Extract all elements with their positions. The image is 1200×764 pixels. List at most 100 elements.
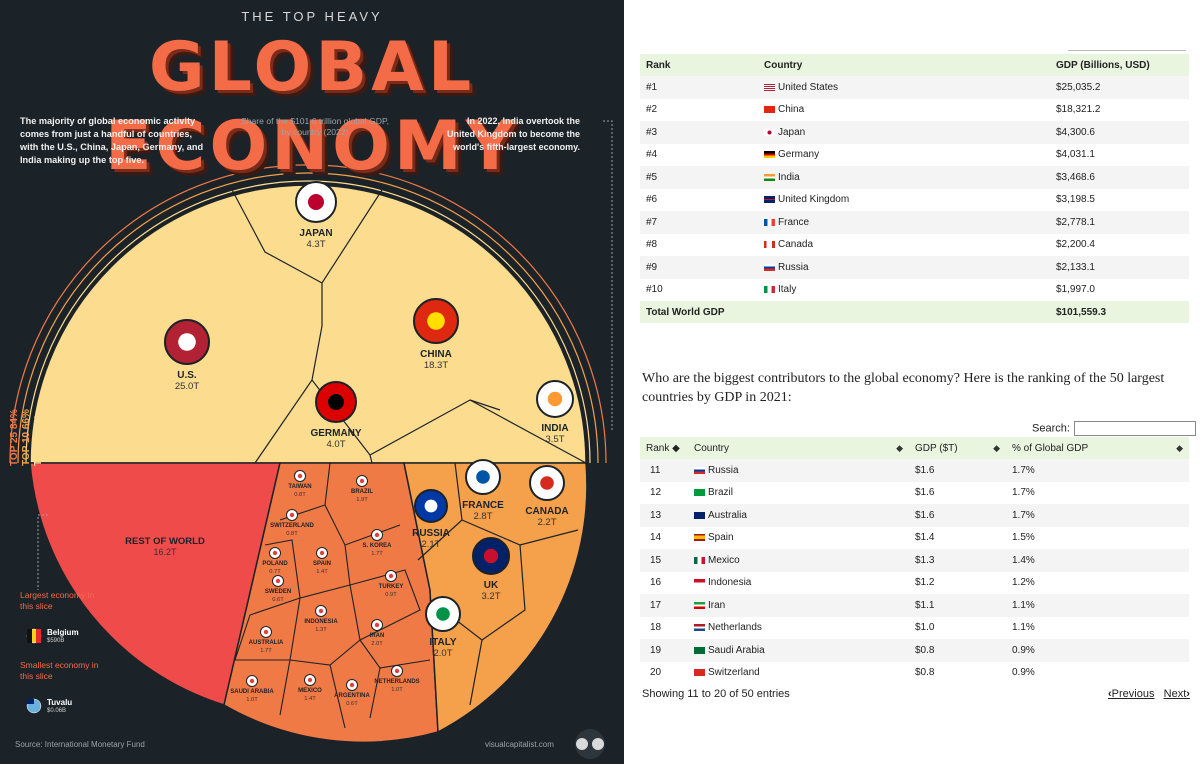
tier-label-top5: TOP 5 51%: [33, 415, 44, 466]
kicker: THE TOP HEAVY: [241, 9, 383, 24]
sort-rank-header[interactable]: Rank ◆: [640, 437, 688, 459]
col-gdp: GDP (Billions, USD): [1050, 54, 1189, 76]
entries-info: Showing 11 to 20 of 50 entries: [642, 688, 790, 700]
search-input[interactable]: [1073, 421, 1196, 436]
previous-button[interactable]: ‹Previous: [1108, 688, 1154, 700]
country-cell: Switzerland: [688, 662, 909, 685]
gdp-cell: $2,778.1: [1050, 211, 1189, 234]
country-gdp: 2.0T: [433, 648, 452, 659]
country-cell: Indonesia: [688, 572, 909, 595]
country-cell: Iran: [688, 594, 909, 617]
country-gdp: 2.1T: [421, 539, 440, 550]
sort-country-header[interactable]: Country ◆: [688, 437, 909, 459]
country-gdp: 0.8T: [294, 492, 306, 498]
country-label: NETHERLANDS: [374, 679, 419, 685]
flag-emblem: [547, 391, 563, 407]
gdp-cell: $1.1: [909, 594, 1006, 617]
country-cell: United States: [758, 76, 1050, 99]
table-row: 16 Indonesia $1.2 1.2%: [640, 572, 1189, 595]
table-row: #5 India $3,468.6: [640, 166, 1189, 189]
rank-cell: #8: [646, 239, 658, 251]
country-name: Japan: [778, 126, 806, 138]
tier-arc-top10: [17, 172, 599, 464]
top5-borders: [229, 185, 587, 464]
next-label: Next: [1163, 688, 1187, 700]
country-gdp: 1.0T: [391, 687, 403, 693]
gdp-cell: $1,997.0: [1056, 284, 1095, 296]
country-name: Iran: [708, 599, 726, 611]
flag-icon: [694, 534, 705, 542]
table-row: #7 France $2,778.1: [640, 211, 1189, 234]
country-cell: Spain: [688, 527, 909, 550]
country-gdp: 0.7T: [269, 569, 281, 575]
flag-emblem: [318, 608, 324, 614]
country-cell: Saudi Arabia: [688, 639, 909, 662]
flag-emblem: [297, 473, 303, 479]
table-row: 19 Saudi Arabia $0.8 0.9%: [640, 639, 1189, 662]
table-row: #4 Germany $4,031.1: [640, 144, 1189, 167]
sort-pct-header[interactable]: % of Global GDP ◆: [1006, 437, 1189, 459]
rank-cell: 17: [640, 594, 688, 617]
country-cell: Australia: [688, 504, 909, 527]
table-row: #8 Canada $2,200.4: [640, 234, 1189, 257]
pct-cell: 1.4%: [1006, 549, 1189, 572]
pct-cell: 1.7%: [1006, 504, 1189, 527]
flag-emblem: [540, 476, 554, 490]
table-row: 15 Mexico $1.3 1.4%: [640, 549, 1189, 572]
flag-icon: [764, 128, 775, 136]
country-gdp: 3.2T: [481, 591, 500, 602]
flag-emblem: [319, 550, 325, 556]
previous-label: Previous: [1111, 688, 1155, 700]
smallest-name: Tuvalu: [47, 698, 73, 707]
flag-icon: [694, 511, 705, 519]
infographic: U.S. 25.0T CHINA 18.3T JAPAN 4.3T GERMANY 4.0T I…: [0, 0, 624, 764]
gdp-cell: $1.6: [915, 487, 935, 499]
india-note: In 2022, India overtook the United Kingd…: [446, 116, 580, 152]
country-label: SAUDI ARABIA: [230, 689, 274, 695]
country-label: RUSSIA: [412, 528, 450, 539]
country-label: INDIA: [541, 423, 568, 434]
largest-gdp: $590B: [47, 638, 65, 644]
country-label: MEXICO: [298, 688, 322, 694]
flag-emblem: [394, 668, 400, 674]
prev-icon: ‹: [1108, 688, 1112, 700]
pct-cell: 1.1%: [1012, 622, 1035, 634]
flag-emblem: [359, 478, 365, 484]
country-cell: France: [758, 211, 1050, 234]
flag-icon: [694, 601, 705, 609]
rank-cell: 16: [650, 577, 662, 589]
pct-cell: 1.5%: [1012, 532, 1035, 544]
sort-icon: ◆: [993, 442, 1000, 453]
smallest-economy: Tuvalu $0.06B: [47, 698, 72, 716]
country-name: Mexico: [708, 554, 740, 566]
pagination: ‹Previous Next›: [1108, 688, 1190, 700]
country-label: SPAIN: [313, 561, 331, 567]
tier-arc-top25: [9, 164, 607, 464]
country-cell: Russia: [688, 459, 909, 482]
country-gdp: 1.4T: [304, 696, 316, 702]
country-cell: Russia: [758, 256, 1050, 279]
gdp-cell: $2,133.1: [1050, 256, 1189, 279]
country-name: Canada: [778, 239, 814, 251]
country-name: France: [778, 216, 810, 228]
rank-cell: #5: [640, 166, 758, 189]
pct-cell: 1.1%: [1006, 594, 1189, 617]
flag-emblem: [374, 532, 380, 538]
country-cell: Italy: [758, 279, 1050, 302]
country-label: U.S.: [177, 370, 197, 381]
top25-borders: [234, 462, 431, 729]
next-button[interactable]: Next›: [1164, 688, 1190, 700]
region-top6-10: [403, 462, 588, 734]
gdp-cell: $18,321.2: [1056, 104, 1101, 116]
table-row: 17 Iran $1.1 1.1%: [640, 594, 1189, 617]
country-gdp: 1.4T: [316, 569, 328, 575]
rank-cell: 12: [650, 487, 662, 499]
total-label: Total World GDP: [640, 301, 1050, 323]
flag-icon: [694, 489, 705, 497]
sort-gdp-header[interactable]: GDP ($T) ◆: [909, 437, 1006, 459]
country-cell: Brazil: [688, 482, 909, 505]
country-gdp: 2.8T: [473, 511, 492, 522]
country-gdp: 0.6T: [272, 597, 284, 603]
country-cell: United Kingdom: [758, 189, 1050, 212]
gdp-cell: $1.0: [915, 622, 935, 634]
